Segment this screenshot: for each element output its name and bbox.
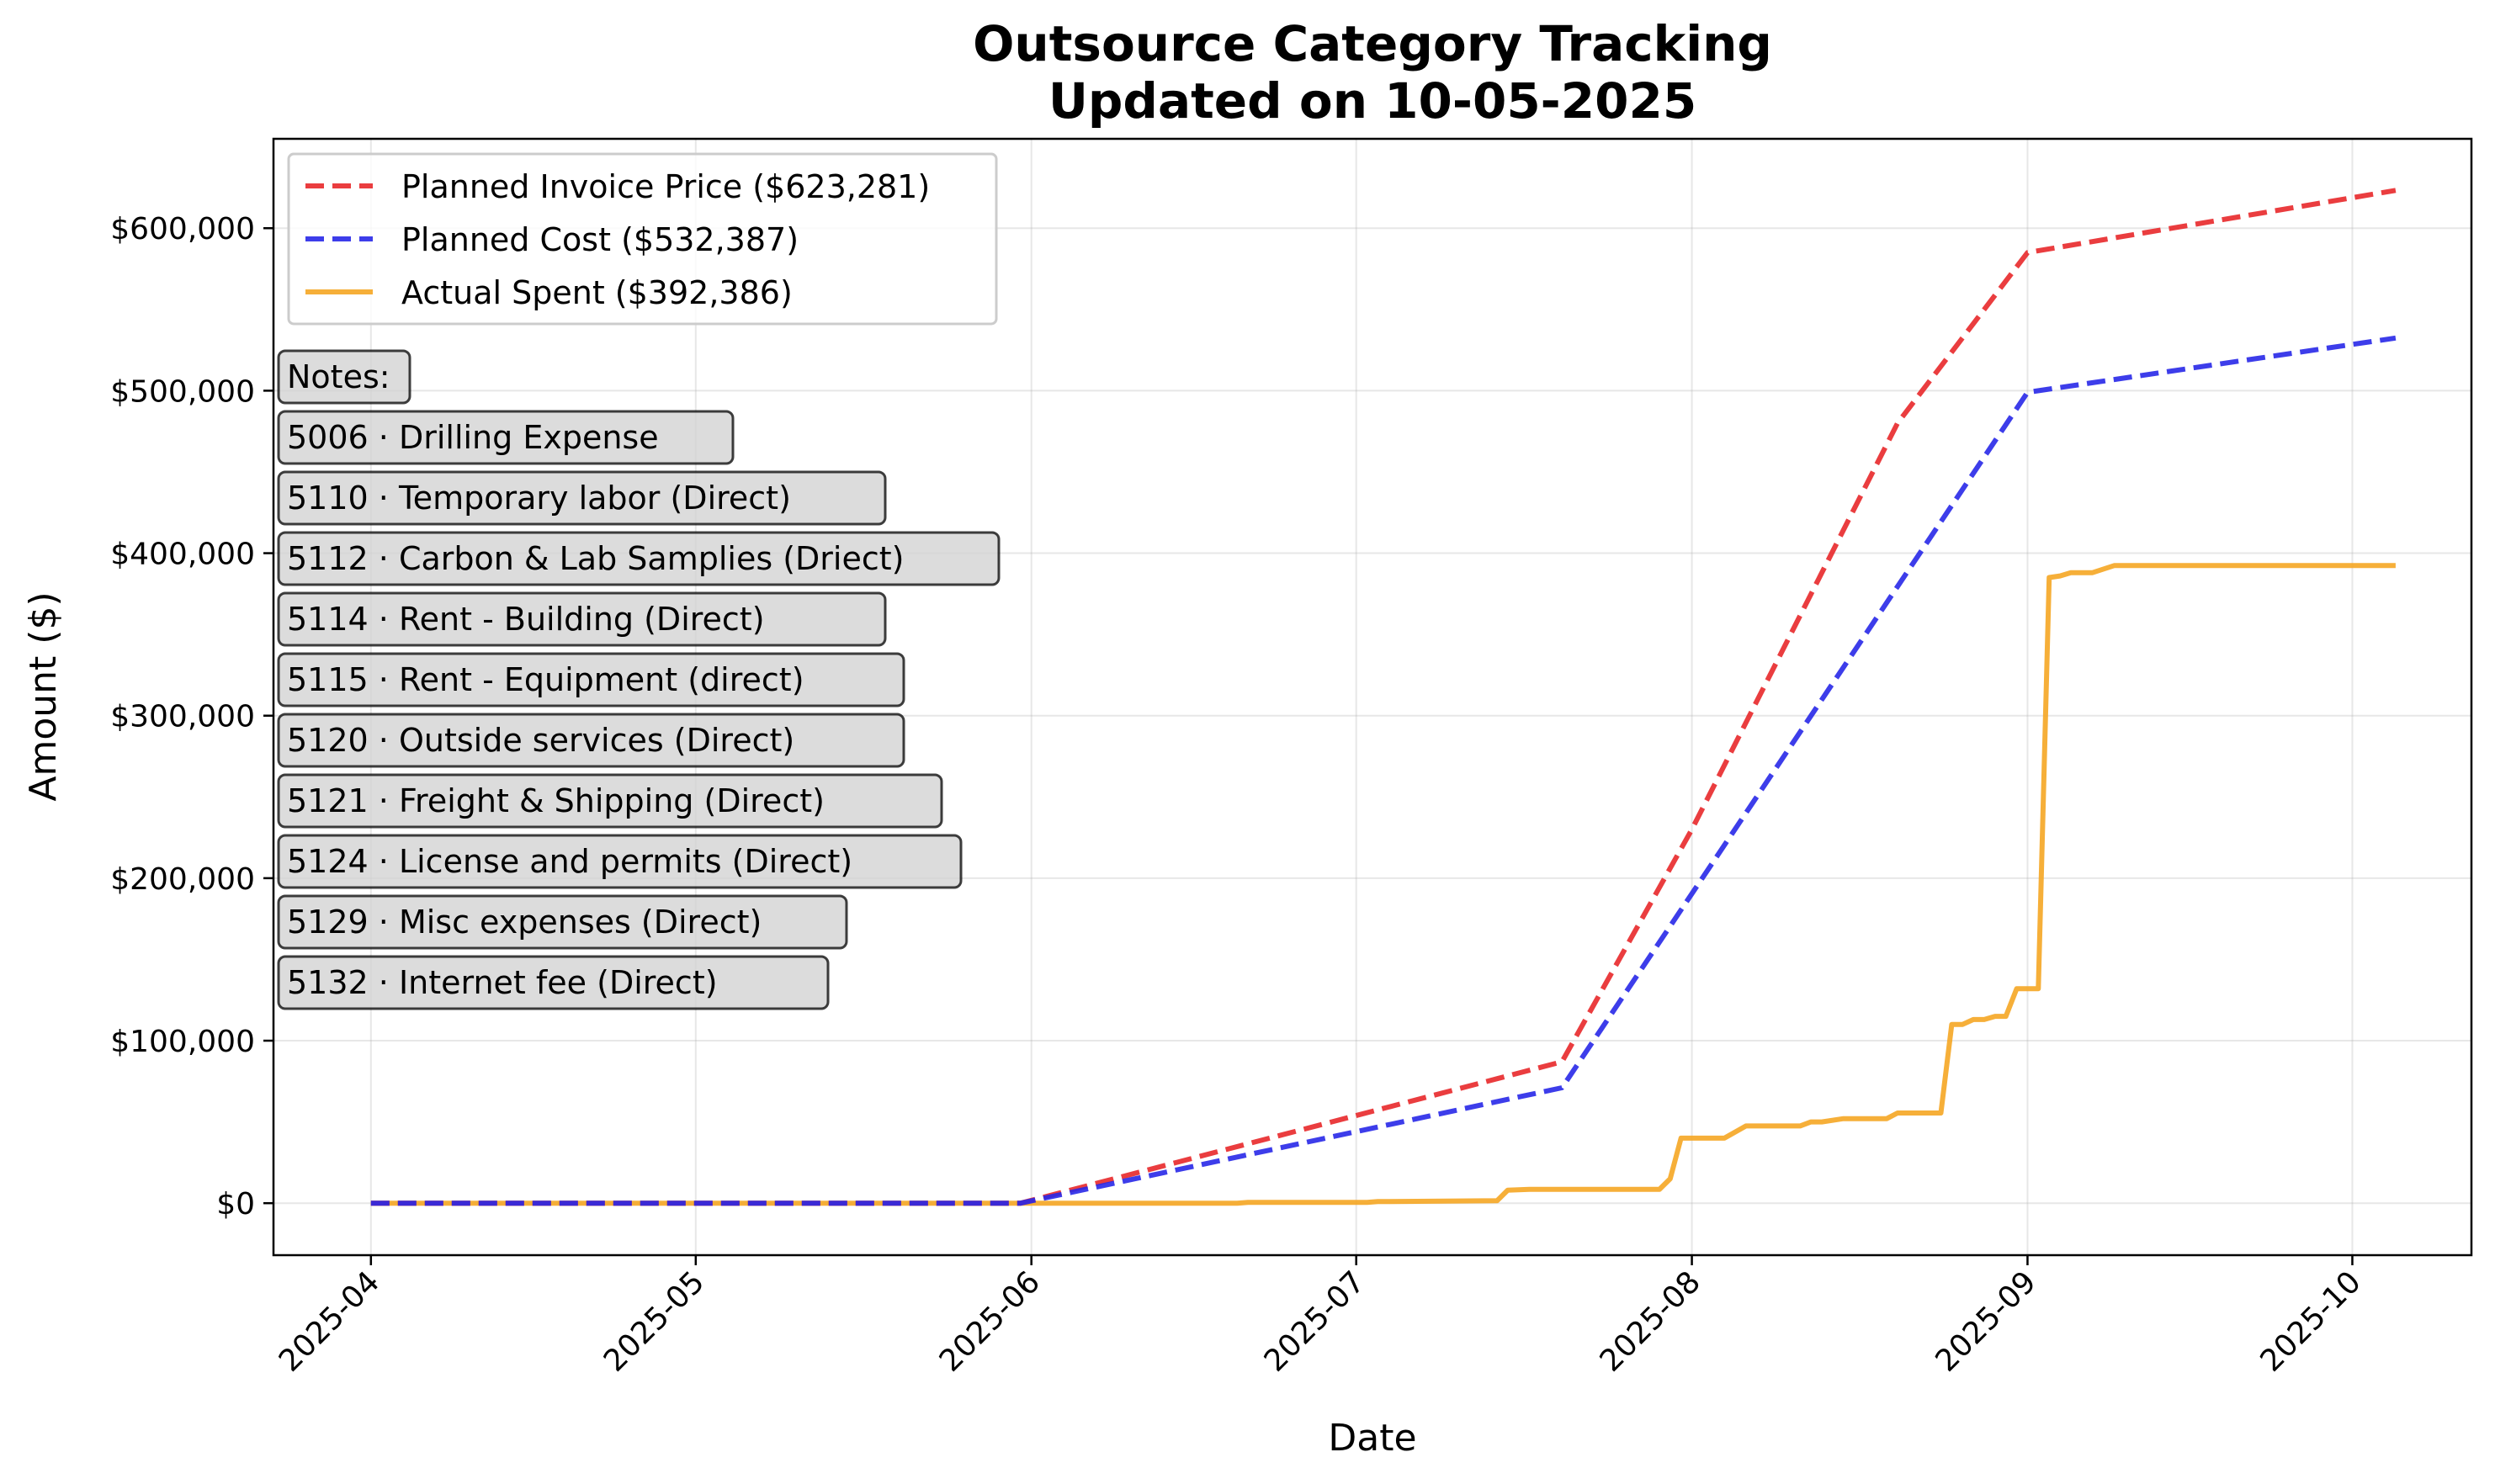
note-item-box bbox=[277, 834, 963, 889]
chart-title-line-1: Outsource Category Tracking bbox=[973, 15, 1772, 72]
note-item-box bbox=[277, 531, 1001, 586]
y-tick-label: $600,000 bbox=[110, 212, 255, 246]
note-item: 5114 · Rent - Building (Direct) bbox=[287, 601, 765, 638]
note-item-box bbox=[277, 894, 848, 950]
x-tick-label: 2025-05 bbox=[597, 1264, 711, 1378]
series-line-1 bbox=[370, 335, 2397, 1206]
notes-panel: Notes: 5006 · Drilling Expense 5110 · Temp… bbox=[277, 349, 1001, 1010]
note-item-box bbox=[277, 713, 905, 768]
note-item: 5110 · Temporary labor (Direct) bbox=[287, 480, 791, 517]
x-tick-label: 2025-09 bbox=[1929, 1264, 2042, 1378]
series-line-2 bbox=[370, 563, 2396, 1206]
legend-entry: Planned Cost ($532,387) bbox=[401, 221, 799, 258]
y-tick-label: $500,000 bbox=[110, 374, 255, 409]
x-tick-label: 2025-04 bbox=[273, 1264, 386, 1378]
note-item: 5132 · Internet fee (Direct) bbox=[287, 964, 718, 1001]
note-item: 5124 · License and permits (Direct) bbox=[287, 843, 852, 880]
note-item-box bbox=[277, 652, 905, 708]
legend: Planned Invoice Price ($623,281) Planned … bbox=[287, 152, 998, 326]
y-axis-label: Amount ($) bbox=[22, 591, 65, 801]
legend-entry: Planned Invoice Price ($623,281) bbox=[401, 168, 930, 205]
note-item: 5112 · Carbon & Lab Samplies (Driect) bbox=[287, 540, 904, 577]
series-layer bbox=[370, 188, 2397, 1206]
note-item-box bbox=[277, 773, 943, 829]
note-item: 5129 · Misc expenses (Direct) bbox=[287, 904, 762, 941]
notes-header-box bbox=[277, 349, 411, 405]
x-tick-label: 2025-08 bbox=[1594, 1264, 1707, 1378]
chart-title-line-2: Updated on 10-05-2025 bbox=[1048, 72, 1696, 130]
plot-frame bbox=[272, 137, 2473, 1257]
x-tick-label: 2025-06 bbox=[933, 1264, 1047, 1378]
y-tick-label: $100,000 bbox=[110, 1025, 255, 1059]
legend-entry: Actual Spent ($392,386) bbox=[401, 274, 793, 311]
note-item: 5121 · Freight & Shipping (Direct) bbox=[287, 782, 825, 819]
y-tick-label: $200,000 bbox=[110, 862, 255, 897]
note-item: 5115 · Rent - Equipment (direct) bbox=[287, 661, 804, 698]
x-tick-label: 2025-07 bbox=[1258, 1264, 1372, 1378]
note-item-box bbox=[277, 591, 887, 647]
notes-header: Notes: bbox=[287, 358, 390, 395]
note-item-box bbox=[277, 410, 735, 465]
y-tick-label: $400,000 bbox=[110, 538, 255, 572]
y-tick-label: $0 bbox=[216, 1187, 255, 1222]
x-tick-label: 2025-10 bbox=[2253, 1264, 2367, 1378]
legend-frame bbox=[287, 152, 998, 326]
note-item-box bbox=[277, 955, 830, 1010]
note-item: 5120 · Outside services (Direct) bbox=[287, 722, 794, 759]
note-item: 5006 · Drilling Expense bbox=[287, 419, 659, 456]
y-tick-label: $300,000 bbox=[110, 700, 255, 734]
x-axis-label: Date bbox=[1328, 1417, 1416, 1460]
note-item-box bbox=[277, 470, 887, 526]
